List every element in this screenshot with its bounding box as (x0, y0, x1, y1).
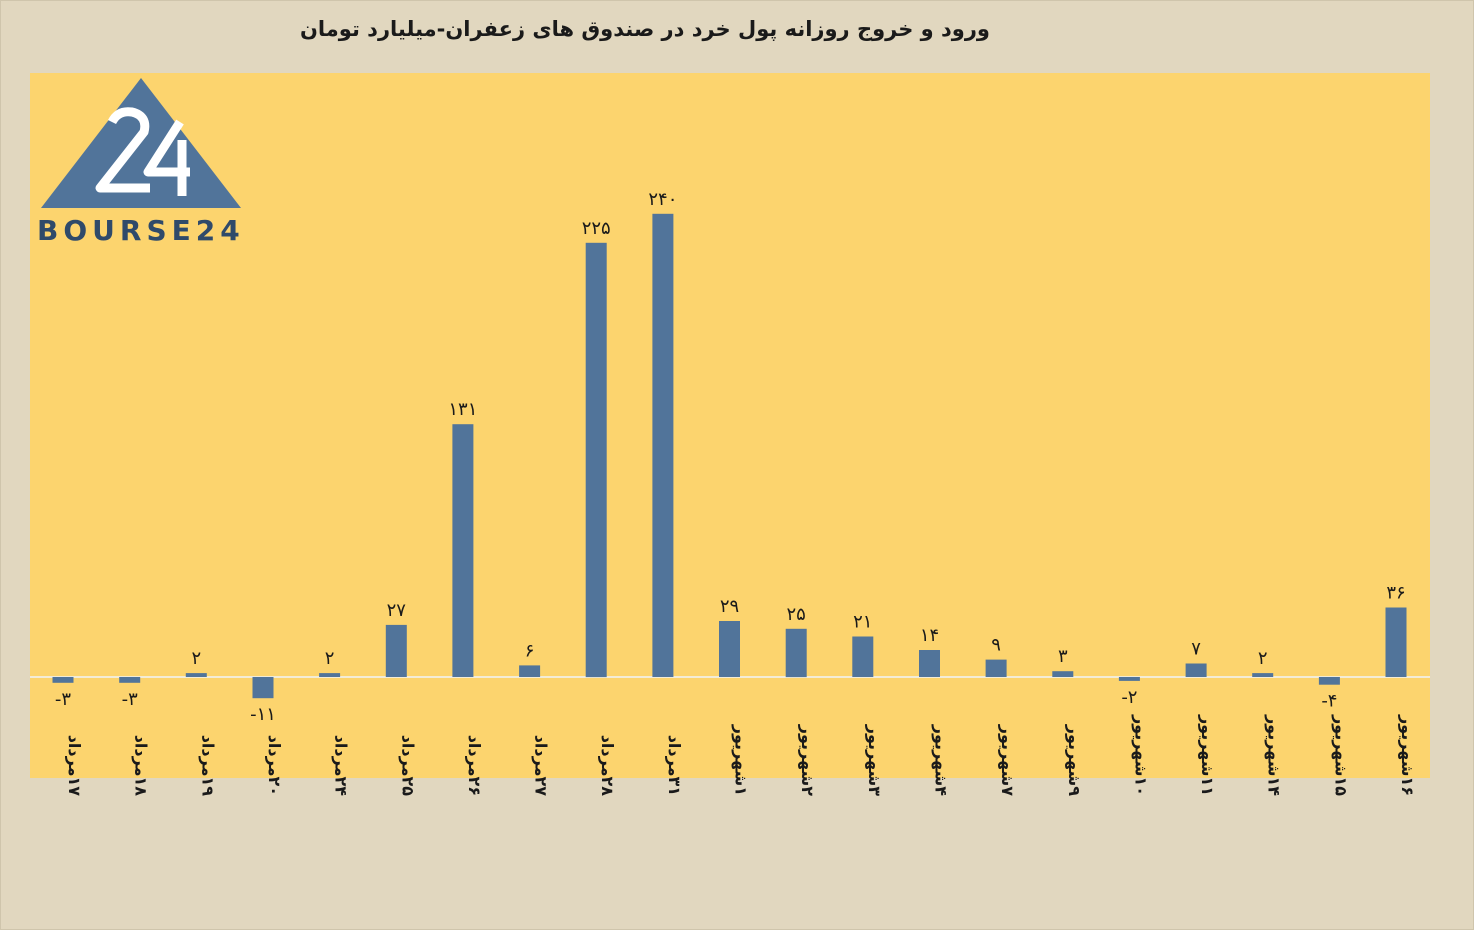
x-tick-label: ۲۰مرداد (265, 735, 284, 796)
data-label: ۲ (1258, 648, 1268, 669)
x-tick-label: ۲شهریور (798, 724, 817, 797)
data-label: -۴ (1321, 691, 1337, 712)
bar (1252, 673, 1274, 677)
bar (185, 673, 207, 677)
data-label: ۲۵ (787, 604, 806, 625)
data-label: -۳ (55, 689, 71, 710)
x-tick-label: ۱۸مرداد (132, 735, 151, 797)
x-tick-label: ۱۰شهریور (1131, 714, 1150, 796)
bar (1318, 677, 1340, 685)
x-tick-label: ۱۴شهریور (1265, 714, 1284, 796)
x-tick-label: ۲۸مرداد (598, 735, 617, 797)
x-tick-label: ۲۶مرداد (465, 735, 484, 796)
data-label: ۱۴ (920, 625, 939, 646)
data-label: ۶ (525, 640, 535, 661)
bar (385, 624, 407, 677)
data-label: ۹ (991, 635, 1001, 656)
data-label: ۲۹ (720, 596, 739, 617)
x-tick-label: ۹شهریور (1065, 724, 1084, 797)
x-tick-label: ۱۶شهریور (1398, 714, 1417, 796)
bar (1385, 607, 1407, 677)
chart-title: ورود و خروج روزانه پول خرد در صندوق های … (300, 17, 990, 41)
x-tick-label: ۱۵شهریور (1331, 714, 1350, 796)
bar (852, 636, 874, 677)
x-tick-label: ۴شهریور (932, 724, 951, 797)
logo-mark-4 (143, 119, 190, 196)
bar (119, 677, 141, 683)
bar (52, 677, 74, 683)
data-label: ۲۴۰ (648, 189, 677, 210)
data-label: ۲ (191, 648, 201, 669)
bar (1052, 671, 1074, 677)
data-label: -۲ (1121, 687, 1137, 708)
x-tick-label: ۲۷مرداد (532, 735, 551, 797)
x-tick-label: ۳۱مرداد (665, 735, 684, 796)
bar (319, 673, 341, 677)
x-tick-label: ۷شهریور (998, 724, 1017, 797)
bar (652, 213, 674, 678)
bar (785, 628, 807, 678)
x-tick-label: ۲۵مرداد (398, 735, 417, 797)
logo-mark-2 (95, 107, 150, 193)
data-label: -۳ (122, 689, 138, 710)
data-label: ۳۶ (1386, 583, 1405, 604)
data-label: ۷ (1191, 639, 1201, 660)
bar (1185, 663, 1207, 677)
logo-text: BOURSE24 (37, 214, 245, 247)
data-label: -۱۱ (250, 704, 276, 725)
bar (585, 242, 607, 678)
x-tick-label: ۱شهریور (732, 724, 751, 796)
bar (252, 677, 274, 699)
x-tick-label: ۱۷مرداد (65, 735, 84, 797)
bar (719, 621, 740, 677)
bourse24-logo: BOURSE24 (37, 78, 245, 247)
x-tick-label: ۱۹مرداد (198, 735, 217, 797)
bar (452, 424, 474, 677)
x-tick-label: ۲۴مرداد (332, 735, 351, 797)
bar (1118, 677, 1140, 681)
bar (985, 659, 1007, 677)
x-tick-label: ۳شهریور (865, 724, 884, 797)
data-label: ۲۲۵ (582, 218, 611, 239)
data-label: ۲۱ (853, 612, 872, 633)
data-label: ۲ (325, 648, 335, 669)
bar (919, 650, 940, 677)
data-label: ۱۳۱ (448, 399, 477, 420)
x-tick-label: ۱۱شهریور (1198, 714, 1217, 796)
bar (519, 665, 541, 677)
data-label: ۲۷ (387, 600, 407, 621)
data-label: ۳ (1058, 646, 1068, 667)
